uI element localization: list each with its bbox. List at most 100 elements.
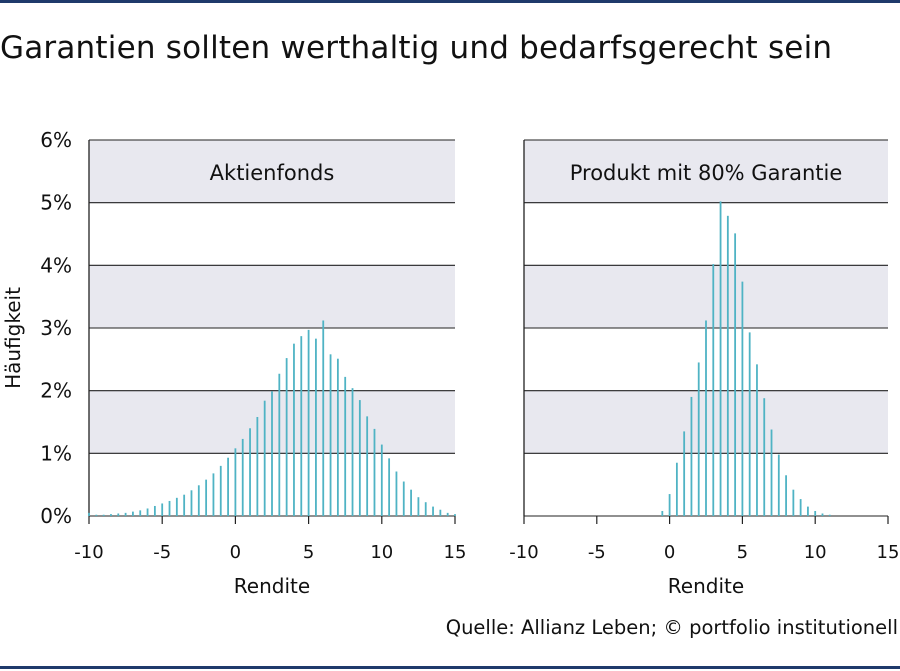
histogram-bar xyxy=(777,454,780,516)
histogram-bar xyxy=(329,354,332,516)
histogram-bar xyxy=(263,400,266,516)
histogram-bar xyxy=(110,514,112,516)
histogram-bar xyxy=(205,479,208,516)
histogram-bar xyxy=(161,503,164,516)
histogram-bar xyxy=(417,497,420,516)
histogram-bar xyxy=(227,457,229,516)
x-tick-label: -5 xyxy=(153,542,171,563)
histogram-bar xyxy=(300,336,303,516)
histogram-bar xyxy=(146,508,149,516)
histogram-bar xyxy=(763,398,766,516)
histogram-bar xyxy=(661,510,664,516)
x-tick-label: 15 xyxy=(877,542,900,563)
y-tick-label: 1% xyxy=(40,441,72,465)
histogram-bar xyxy=(402,481,405,516)
x-tick-label: -10 xyxy=(509,542,538,563)
y-tick-label: 6% xyxy=(40,128,72,152)
histogram-bar xyxy=(734,233,737,516)
x-tick-label: 15 xyxy=(444,542,467,563)
histogram-bar xyxy=(271,391,273,516)
y-axis-title: Häufigkeit xyxy=(1,287,25,389)
y-tick-label: 5% xyxy=(40,191,72,215)
background-band xyxy=(89,140,455,203)
histogram-bar xyxy=(124,512,127,516)
x-tick-label: 10 xyxy=(804,542,827,563)
histogram-bar xyxy=(432,506,434,516)
histogram-bar xyxy=(395,471,398,516)
histogram-bar xyxy=(88,512,90,516)
histogram-bar xyxy=(828,514,831,516)
x-tick-label: 5 xyxy=(737,542,748,563)
histogram-bar xyxy=(336,358,339,516)
x-tick-label: -5 xyxy=(588,542,606,563)
histogram-bar xyxy=(175,497,178,516)
histogram-bar xyxy=(315,338,317,516)
histogram-bar xyxy=(748,332,751,516)
histogram-bar xyxy=(756,364,758,516)
histogram-bar xyxy=(741,281,744,516)
histogram-bar xyxy=(690,396,693,516)
x-axis-title: Rendite xyxy=(234,574,310,598)
chart-title: Garantien sollten werthaltig und bedarfs… xyxy=(0,30,833,66)
y-tick-label: 2% xyxy=(40,379,72,403)
panel-title: Produkt mit 80% Garantie xyxy=(570,161,843,185)
histogram-bar xyxy=(293,343,295,516)
histogram-bar xyxy=(814,510,817,516)
histogram-bar xyxy=(675,462,678,516)
y-tick-label: 4% xyxy=(40,253,72,277)
histogram-bar xyxy=(792,489,795,516)
x-tick-label: 10 xyxy=(370,542,393,563)
histogram-bar xyxy=(278,373,281,516)
y-tick-label: 0% xyxy=(40,504,72,528)
x-tick-label: 0 xyxy=(664,542,675,563)
histogram-bar xyxy=(285,358,288,516)
histogram-bar xyxy=(719,201,722,516)
histogram-bar xyxy=(799,499,802,516)
histogram-bar xyxy=(821,513,824,516)
histogram-bar xyxy=(212,473,215,516)
histogram-bar xyxy=(183,494,186,516)
histogram-bar xyxy=(234,448,237,516)
background-band xyxy=(524,140,888,203)
x-tick-label: -10 xyxy=(74,542,103,563)
histogram-bar xyxy=(712,264,715,516)
histogram-bar xyxy=(683,431,686,516)
histogram-bar xyxy=(424,502,427,516)
histogram-bar xyxy=(439,509,442,516)
top-rule xyxy=(0,0,900,3)
histogram-bar xyxy=(705,320,707,516)
histogram-bar xyxy=(410,489,412,516)
histogram-bar xyxy=(358,400,361,516)
source-note: Quelle: Allianz Leben; © portfolio insti… xyxy=(445,616,898,639)
histogram-bar xyxy=(95,514,98,516)
histogram-bar xyxy=(117,513,120,516)
histogram-bar xyxy=(726,215,729,516)
x-tick-label: 0 xyxy=(230,542,241,563)
histogram-bar xyxy=(380,444,383,516)
histogram-bar xyxy=(344,376,347,516)
histogram-bar xyxy=(366,416,369,516)
histogram-bar xyxy=(454,514,456,516)
histogram-bar xyxy=(256,416,259,516)
histogram-bar xyxy=(388,458,391,516)
background-band xyxy=(524,265,888,328)
histogram-bar xyxy=(322,320,325,516)
x-axis-title: Rendite xyxy=(668,574,744,598)
histogram-bar xyxy=(807,506,809,516)
histogram-bar xyxy=(249,428,251,516)
histogram-bar xyxy=(351,388,354,516)
histogram-bar xyxy=(373,428,376,516)
x-tick-label: 5 xyxy=(303,542,314,563)
histogram-bar xyxy=(197,485,200,516)
y-tick-label: 3% xyxy=(40,316,72,340)
histogram-bar xyxy=(446,512,449,516)
histogram-bar xyxy=(190,490,193,516)
histogram-bar xyxy=(697,362,700,516)
histogram-bar xyxy=(153,505,156,516)
histogram-bar xyxy=(668,494,671,516)
histogram-bar xyxy=(102,514,105,516)
histogram-bar xyxy=(785,475,787,516)
histogram-bar xyxy=(307,329,310,516)
histogram-bar xyxy=(770,429,773,516)
